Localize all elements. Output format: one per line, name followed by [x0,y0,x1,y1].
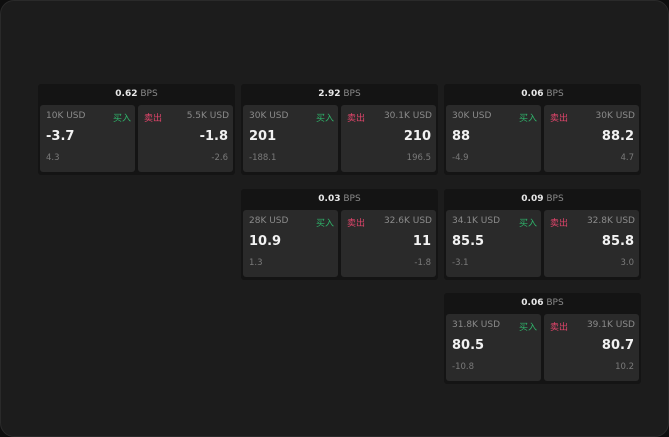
sell-button[interactable]: 卖出 32.6K USD 11 -1.8 [341,210,436,277]
sell-change: 10.2 [615,362,634,372]
sell-button[interactable]: 卖出 5.5K USD -1.8 -2.6 [138,105,233,172]
sell-size: 32.8K USD [586,216,635,226]
buy-button[interactable]: 31.8K USD 买入 80.5 -10.8 [446,314,541,381]
sell-price: 11 [412,234,431,249]
buy-price: 10.9 [249,234,282,249]
quote-card: 0.03 BPS 28K USD 买入 10.9 1.3 卖出 32.6K USD … [241,189,438,280]
quote-card: 0.62 BPS 10K USD 买入 -3.7 4.3 卖出 5.5K USD -… [38,84,235,175]
quote-card: 0.09 BPS 34.1K USD 买入 85.5 -3.1 卖出 32.8K U… [444,189,641,280]
buy-label: 买入 [518,219,537,229]
spread-header: 0.03 BPS [241,189,438,210]
sell-size: 32.6K USD [383,216,432,226]
spread-value: 0.06 [521,298,544,308]
sell-price: 80.7 [601,338,634,353]
spread-header: 0.06 BPS [444,84,641,105]
sell-change: 3.0 [620,258,634,268]
spread-header: 2.92 BPS [241,84,438,105]
spread-value: 0.62 [115,89,138,99]
buy-size: 34.1K USD [452,216,501,226]
buy-label: 买入 [315,114,334,124]
sell-size: 30.1K USD [383,111,432,121]
quote-card: 2.92 BPS 30K USD 买入 201 -188.1 卖出 30.1K US… [241,84,438,175]
sell-label: 卖出 [347,114,366,124]
buy-price: 85.5 [452,234,485,249]
spread-unit: BPS [343,194,361,204]
spread-header: 0.62 BPS [38,84,235,105]
sell-label: 卖出 [144,114,163,124]
sell-price: 88.2 [601,129,634,144]
spread-value: 0.09 [521,194,544,204]
spread-value: 2.92 [318,89,341,99]
spread-unit: BPS [343,89,361,99]
buy-price: 201 [249,129,277,144]
buy-price: 88 [452,129,471,144]
buy-change: -3.1 [452,258,469,268]
buy-size: 28K USD [249,216,289,226]
spread-unit: BPS [546,194,564,204]
buy-size: 10K USD [46,111,86,121]
sell-size: 30K USD [595,111,635,121]
sell-label: 卖出 [347,219,366,229]
buy-button[interactable]: 30K USD 买入 88 -4.9 [446,105,541,172]
buy-button[interactable]: 34.1K USD 买入 85.5 -3.1 [446,210,541,277]
sell-size: 39.1K USD [586,320,635,330]
buy-label: 买入 [518,114,537,124]
buy-size: 31.8K USD [452,320,501,330]
sell-button[interactable]: 卖出 30.1K USD 210 196.5 [341,105,436,172]
spread-unit: BPS [140,89,158,99]
buy-button[interactable]: 28K USD 买入 10.9 1.3 [243,210,338,277]
buy-button[interactable]: 30K USD 买入 201 -188.1 [243,105,338,172]
sell-change: -2.6 [211,153,228,163]
sell-label: 卖出 [550,219,569,229]
buy-label: 买入 [112,114,131,124]
sell-label: 卖出 [550,114,569,124]
spread-header: 0.06 BPS [444,293,641,314]
spread-value: 0.03 [318,194,341,204]
buy-change: -10.8 [452,362,474,372]
sell-size: 5.5K USD [186,111,229,121]
sell-change: -1.8 [414,258,431,268]
sell-button[interactable]: 卖出 30K USD 88.2 4.7 [544,105,639,172]
sell-change: 4.7 [620,153,634,163]
sell-button[interactable]: 卖出 39.1K USD 80.7 10.2 [544,314,639,381]
buy-label: 买入 [315,219,334,229]
spread-unit: BPS [546,298,564,308]
sell-price: 85.8 [601,234,634,249]
buy-change: 4.3 [46,153,60,163]
buy-label: 买入 [518,323,537,333]
buy-price: 80.5 [452,338,485,353]
buy-size: 30K USD [249,111,289,121]
buy-button[interactable]: 10K USD 买入 -3.7 4.3 [40,105,135,172]
sell-price: 210 [403,129,431,144]
buy-change: -4.9 [452,153,469,163]
sell-change: 196.5 [406,153,431,163]
sell-price: -1.8 [199,129,228,144]
sell-label: 卖出 [550,323,569,333]
quote-card: 0.06 BPS 31.8K USD 买入 80.5 -10.8 卖出 39.1K … [444,293,641,384]
spread-header: 0.09 BPS [444,189,641,210]
buy-size: 30K USD [452,111,492,121]
quote-card: 0.06 BPS 30K USD 买入 88 -4.9 卖出 30K USD 88.… [444,84,641,175]
buy-price: -3.7 [46,129,75,144]
spread-unit: BPS [546,89,564,99]
spread-value: 0.06 [521,89,544,99]
sell-button[interactable]: 卖出 32.8K USD 85.8 3.0 [544,210,639,277]
buy-change: -188.1 [249,153,277,163]
buy-change: 1.3 [249,258,263,268]
